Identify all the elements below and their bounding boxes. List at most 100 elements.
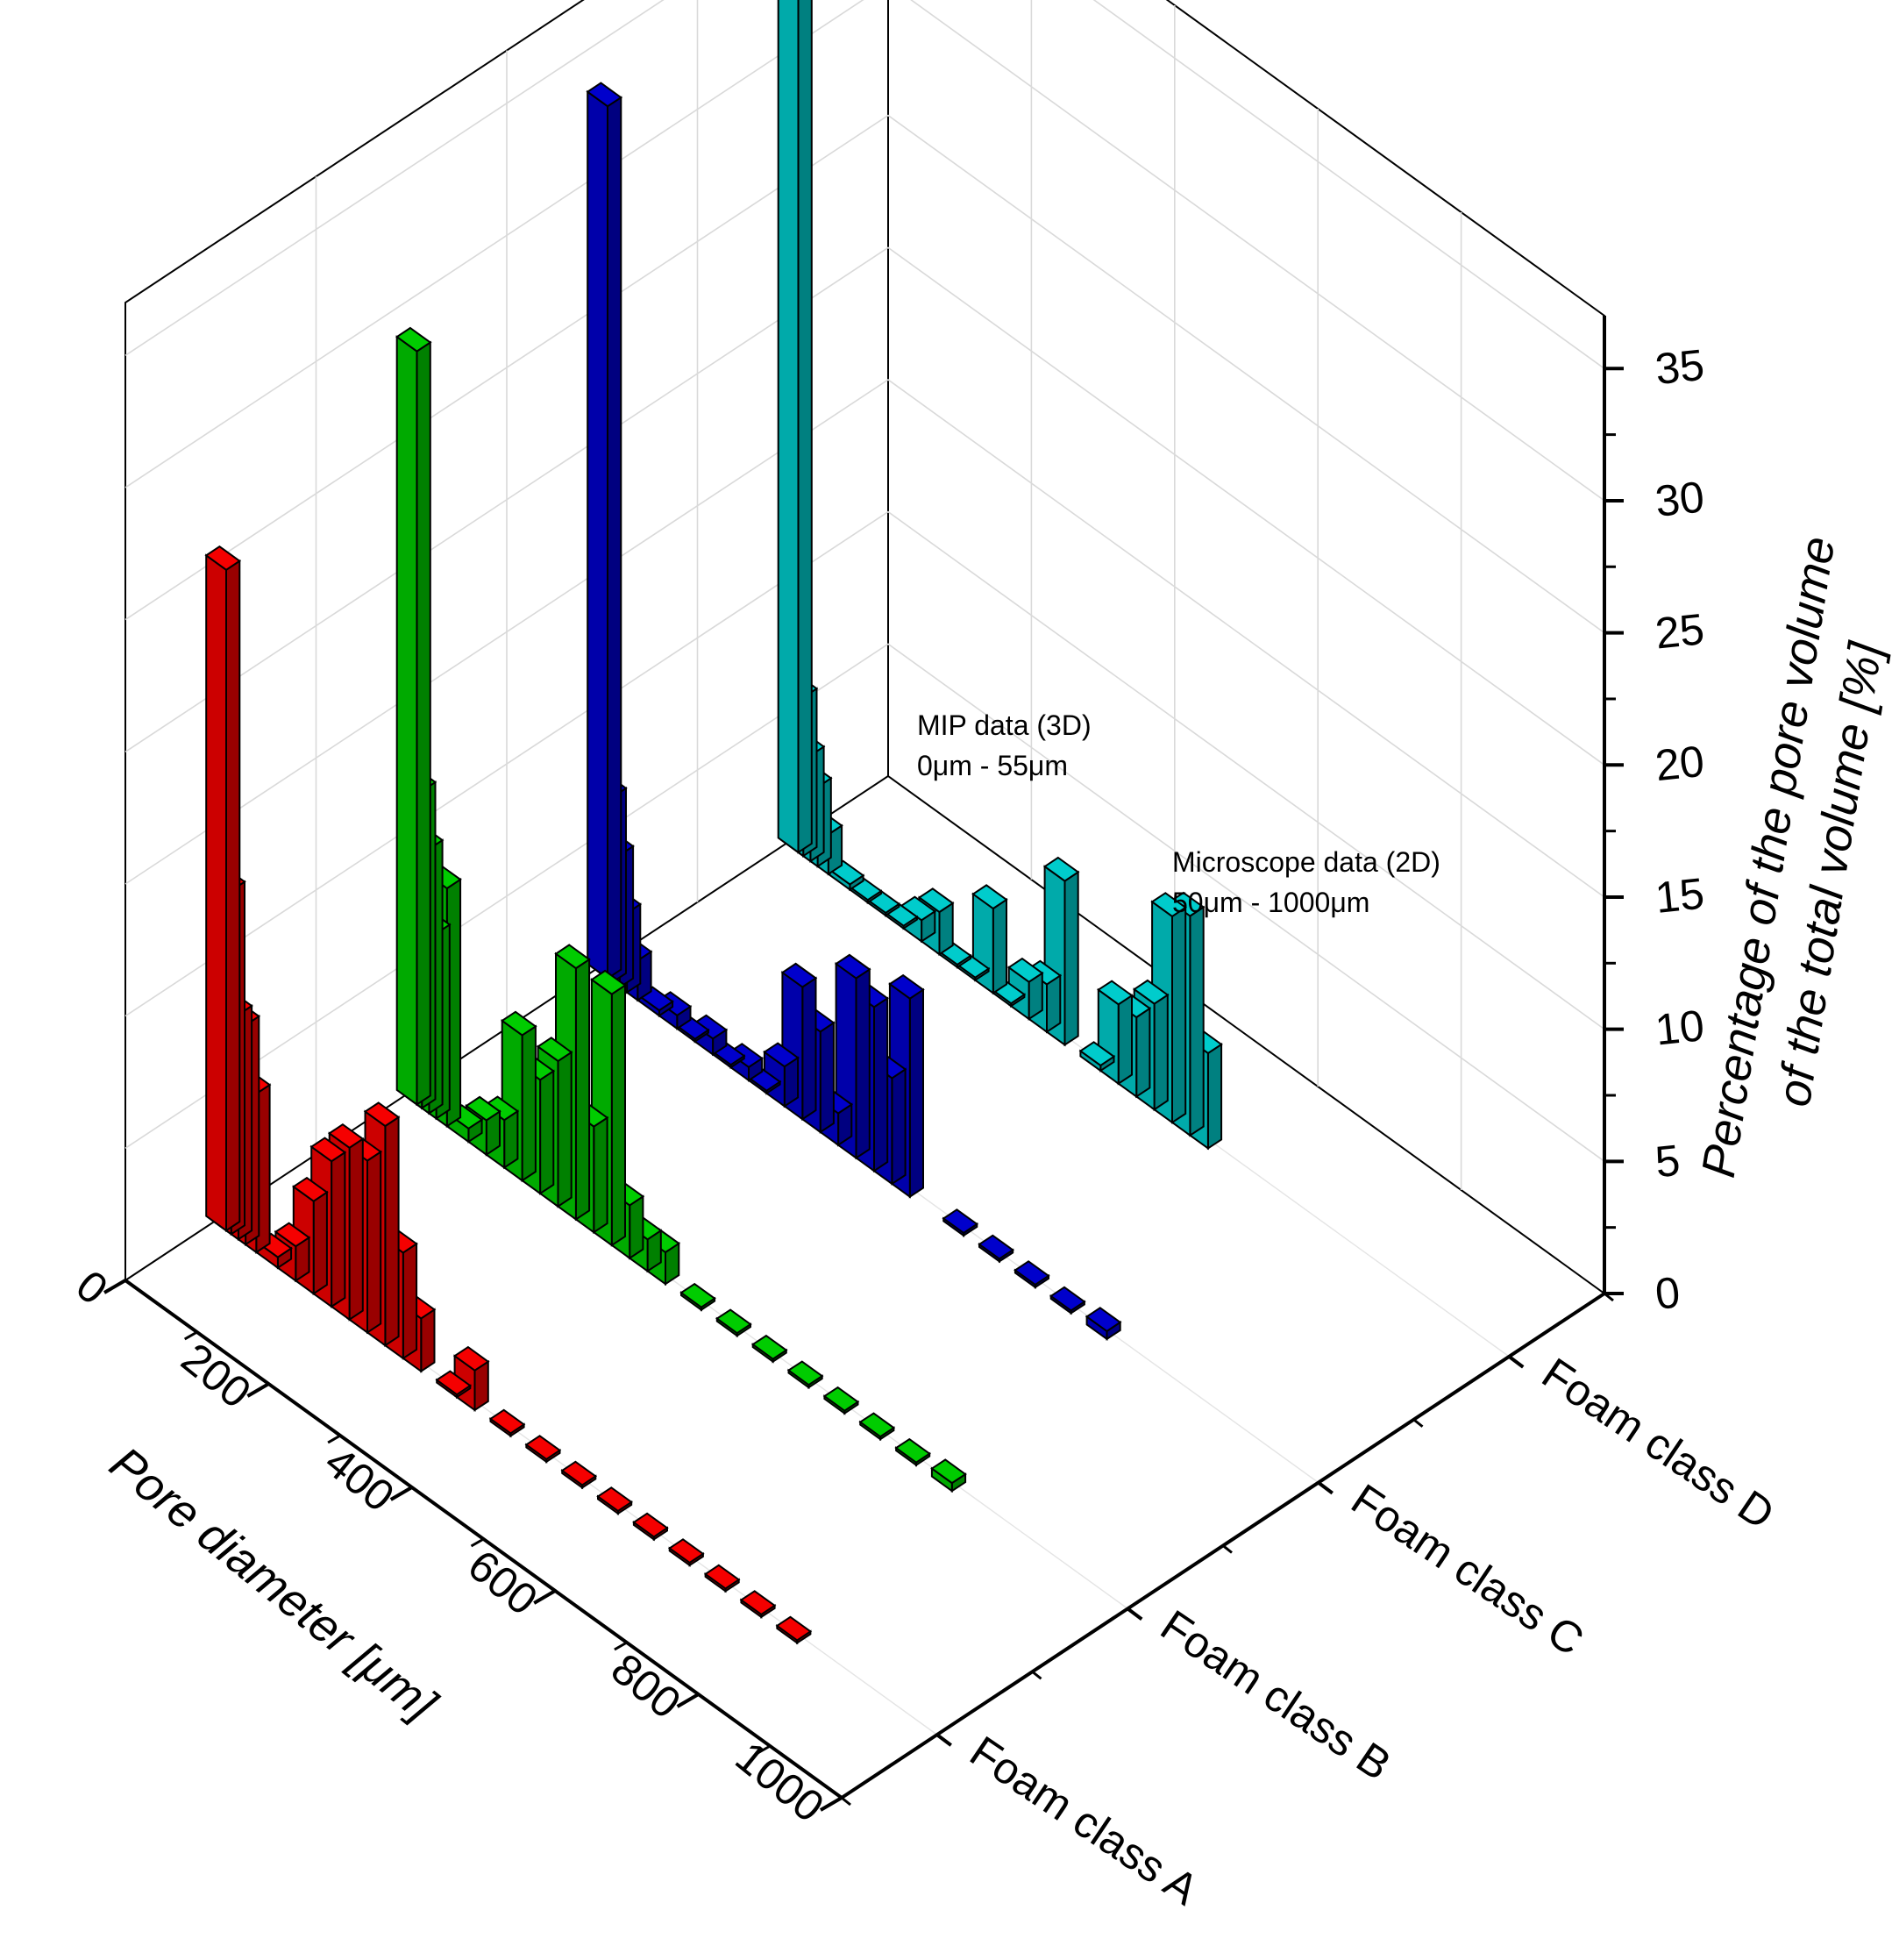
bar-top bbox=[775, 1615, 813, 1642]
bar-side bbox=[801, 976, 817, 1122]
x-tick-label: 200 bbox=[173, 1334, 260, 1418]
bar-side bbox=[1117, 994, 1133, 1086]
bar bbox=[435, 1370, 473, 1400]
annotation-mip-line2: 0μm - 55μm bbox=[917, 750, 1068, 781]
category-minor-tick bbox=[1222, 1544, 1233, 1554]
bar-top bbox=[309, 1137, 347, 1163]
bar-top bbox=[930, 1458, 967, 1485]
bar-top bbox=[1042, 856, 1080, 882]
bar-top bbox=[739, 1590, 777, 1616]
z-tick-label: 25 bbox=[1653, 604, 1706, 659]
bar-top bbox=[524, 1435, 562, 1461]
bar bbox=[930, 1458, 967, 1493]
bar-top bbox=[667, 1538, 705, 1564]
bar bbox=[586, 82, 623, 980]
bar-side bbox=[891, 1067, 907, 1186]
x-tick bbox=[103, 1279, 127, 1294]
bar-side bbox=[607, 96, 622, 980]
category-tick bbox=[1317, 1481, 1334, 1495]
bar-side bbox=[348, 1137, 364, 1322]
bar-top bbox=[715, 1308, 752, 1335]
bar-top bbox=[834, 953, 871, 980]
bar-top bbox=[971, 884, 1008, 910]
bar bbox=[739, 1590, 777, 1619]
z-tick-label: 30 bbox=[1653, 472, 1706, 526]
z-tick-label: 15 bbox=[1653, 868, 1706, 923]
x-minor-tick bbox=[327, 1434, 341, 1444]
z-gridline bbox=[124, 0, 1605, 369]
x-minor-tick bbox=[757, 1744, 772, 1755]
bar-top bbox=[978, 1234, 1014, 1260]
bar-top bbox=[500, 1010, 537, 1037]
bar-side bbox=[1171, 905, 1187, 1124]
bar bbox=[822, 1386, 860, 1415]
bar bbox=[667, 1538, 705, 1567]
bar-top bbox=[395, 326, 432, 353]
category-label: Foam class D bbox=[1533, 1349, 1783, 1539]
bar-top bbox=[1078, 1041, 1116, 1067]
z-tick-label: 35 bbox=[1653, 340, 1706, 395]
bar bbox=[632, 1512, 669, 1542]
bar-top bbox=[942, 1208, 979, 1235]
category-tick bbox=[1127, 1607, 1143, 1621]
bar-side bbox=[521, 1024, 537, 1183]
bar-top bbox=[590, 969, 627, 995]
bar-side bbox=[593, 1115, 608, 1235]
x-tick-label: 600 bbox=[459, 1541, 546, 1625]
bar bbox=[560, 1460, 598, 1490]
category-label: Foam class B bbox=[1152, 1600, 1399, 1790]
bar-side bbox=[366, 1150, 382, 1335]
bar-top bbox=[452, 1345, 490, 1372]
x-tick-label: 400 bbox=[316, 1437, 403, 1522]
bar bbox=[1085, 1307, 1122, 1341]
bar-top bbox=[1006, 957, 1044, 983]
category-minor-tick bbox=[1031, 1671, 1042, 1680]
bar-top bbox=[586, 82, 623, 108]
bar-side bbox=[416, 340, 431, 1107]
bar bbox=[395, 326, 432, 1107]
category-label: Foam class C bbox=[1343, 1474, 1593, 1664]
x-minor-tick bbox=[614, 1641, 628, 1651]
bar-top bbox=[274, 1222, 311, 1248]
bar bbox=[786, 1360, 824, 1390]
z-tick-label: 20 bbox=[1653, 737, 1706, 791]
z-gridline bbox=[124, 510, 1605, 1030]
bar bbox=[978, 1234, 1014, 1264]
annotation-microscope-line1: Microscope data (2D) bbox=[1172, 846, 1440, 878]
bar-top bbox=[917, 887, 955, 914]
bar-top bbox=[363, 1101, 401, 1128]
bar-side bbox=[873, 996, 889, 1173]
bar-side bbox=[1206, 1043, 1223, 1151]
bar-top bbox=[327, 1123, 365, 1150]
bar-side bbox=[1063, 870, 1079, 1047]
bar-side bbox=[574, 958, 591, 1222]
bar-top bbox=[822, 1386, 860, 1412]
bar-side bbox=[384, 1115, 400, 1348]
bar-top bbox=[488, 1408, 526, 1435]
bar-top bbox=[632, 1512, 669, 1538]
bar bbox=[777, 0, 813, 854]
x-tick bbox=[389, 1486, 413, 1501]
x-tick bbox=[246, 1382, 270, 1398]
bar-top bbox=[679, 1282, 716, 1308]
z-tick-label: 10 bbox=[1653, 1001, 1706, 1055]
bar bbox=[204, 545, 242, 1233]
bar-side bbox=[1189, 905, 1205, 1137]
bar-side bbox=[1135, 1007, 1151, 1099]
x-tick-label: 800 bbox=[602, 1644, 690, 1728]
bar-top bbox=[763, 1042, 800, 1068]
bar-side bbox=[855, 967, 871, 1160]
bar bbox=[750, 1334, 788, 1364]
bar-top bbox=[703, 1564, 741, 1590]
bar-top bbox=[465, 1095, 501, 1122]
bar bbox=[858, 1412, 896, 1442]
bar-top bbox=[750, 1334, 788, 1360]
bar-top bbox=[204, 545, 242, 572]
annotation-microscope: Microscope data (2D) 50μm - 1000μm bbox=[1172, 846, 1440, 918]
x-tick-label: 1000 bbox=[727, 1732, 834, 1832]
bar bbox=[763, 1042, 800, 1108]
bar-side bbox=[225, 559, 241, 1233]
annotation-mip: MIP data (3D) 0μm - 55μm bbox=[917, 709, 1092, 781]
bars bbox=[204, 0, 1223, 1645]
bar bbox=[679, 1282, 716, 1312]
